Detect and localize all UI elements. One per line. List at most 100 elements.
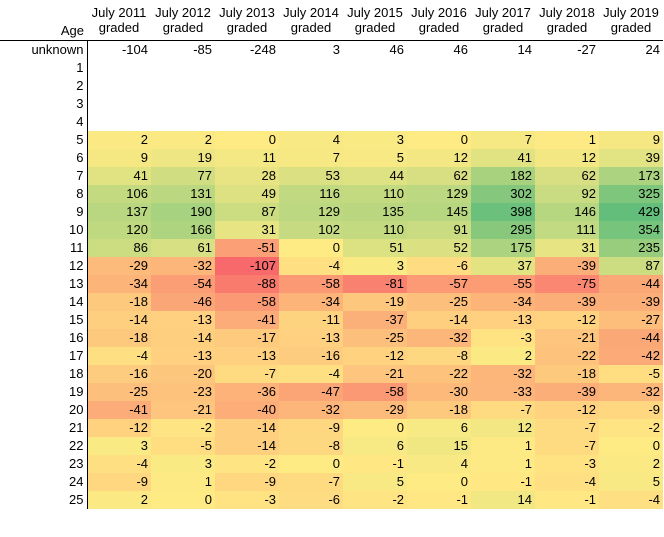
- value-cell[interactable]: [407, 113, 471, 131]
- value-cell[interactable]: 166: [151, 221, 215, 239]
- value-cell[interactable]: -47: [279, 383, 343, 401]
- value-cell[interactable]: -2: [599, 419, 663, 437]
- value-cell[interactable]: -3: [471, 329, 535, 347]
- value-cell[interactable]: 325: [599, 185, 663, 203]
- value-cell[interactable]: [151, 77, 215, 95]
- value-cell[interactable]: 116: [279, 185, 343, 203]
- value-cell[interactable]: 12: [535, 149, 599, 167]
- value-cell[interactable]: -25: [87, 383, 151, 401]
- value-cell[interactable]: -88: [215, 275, 279, 293]
- value-cell[interactable]: 44: [343, 167, 407, 185]
- value-cell[interactable]: 6: [343, 437, 407, 455]
- value-cell[interactable]: -12: [535, 401, 599, 419]
- value-cell[interactable]: -58: [279, 275, 343, 293]
- value-cell[interactable]: 12: [471, 419, 535, 437]
- value-cell[interactable]: -57: [407, 275, 471, 293]
- value-cell[interactable]: -27: [599, 311, 663, 329]
- value-cell[interactable]: 6: [407, 419, 471, 437]
- value-cell[interactable]: [151, 113, 215, 131]
- value-cell[interactable]: 137: [87, 203, 151, 221]
- value-cell[interactable]: 190: [151, 203, 215, 221]
- value-cell[interactable]: [87, 77, 151, 95]
- value-cell[interactable]: [279, 77, 343, 95]
- value-cell[interactable]: [471, 59, 535, 77]
- value-cell[interactable]: -19: [343, 293, 407, 311]
- value-cell[interactable]: 87: [599, 257, 663, 275]
- age-cell[interactable]: 2: [0, 77, 88, 95]
- value-cell[interactable]: [471, 95, 535, 113]
- value-cell[interactable]: 5: [343, 149, 407, 167]
- value-cell[interactable]: 135: [343, 203, 407, 221]
- value-cell[interactable]: 182: [471, 167, 535, 185]
- value-cell[interactable]: -248: [249, 42, 276, 57]
- value-cell[interactable]: [471, 77, 535, 95]
- value-cell[interactable]: -51: [215, 239, 279, 257]
- value-cell[interactable]: -22: [407, 365, 471, 383]
- value-cell[interactable]: [343, 113, 407, 131]
- value-cell[interactable]: 110: [343, 221, 407, 239]
- value-cell[interactable]: -27: [577, 42, 596, 57]
- value-cell[interactable]: 131: [151, 185, 215, 203]
- value-cell[interactable]: -20: [151, 365, 215, 383]
- value-cell[interactable]: -42: [599, 347, 663, 365]
- value-cell[interactable]: -5: [599, 365, 663, 383]
- column-header-2011[interactable]: July 2011 graded: [87, 0, 151, 41]
- value-cell[interactable]: [535, 77, 599, 95]
- value-cell[interactable]: 12: [407, 149, 471, 167]
- column-header-2012[interactable]: July 2012 graded: [151, 0, 215, 41]
- value-cell[interactable]: 0: [279, 455, 343, 473]
- value-cell[interactable]: -104: [121, 42, 148, 57]
- value-cell[interactable]: -4: [535, 473, 599, 491]
- value-cell[interactable]: 0: [215, 131, 279, 149]
- age-cell[interactable]: 5: [0, 131, 88, 149]
- value-cell[interactable]: 14: [517, 42, 532, 57]
- value-cell[interactable]: 146: [535, 203, 599, 221]
- value-cell[interactable]: -7: [471, 401, 535, 419]
- value-cell[interactable]: -34: [471, 293, 535, 311]
- value-cell[interactable]: [599, 113, 663, 131]
- age-cell[interactable]: 4: [0, 113, 88, 131]
- value-cell[interactable]: -18: [407, 401, 471, 419]
- value-cell[interactable]: [407, 95, 471, 113]
- value-cell[interactable]: 3: [332, 42, 340, 57]
- value-cell[interactable]: -1: [535, 491, 599, 509]
- value-cell[interactable]: [343, 59, 407, 77]
- age-cell[interactable]: 13: [0, 275, 88, 293]
- value-cell[interactable]: [599, 95, 663, 113]
- value-cell[interactable]: 2: [599, 455, 663, 473]
- value-cell[interactable]: -13: [151, 347, 215, 365]
- value-cell[interactable]: -22: [535, 347, 599, 365]
- column-header-2015[interactable]: July 2015 graded: [343, 0, 407, 41]
- age-cell[interactable]: 17: [0, 347, 88, 365]
- value-cell[interactable]: -18: [87, 293, 151, 311]
- value-cell[interactable]: -54: [151, 275, 215, 293]
- age-cell[interactable]: 12: [0, 257, 88, 275]
- value-cell[interactable]: -16: [279, 347, 343, 365]
- value-cell[interactable]: 5: [599, 473, 663, 491]
- column-header-2013[interactable]: July 2013 graded: [215, 0, 279, 41]
- age-cell[interactable]: 6: [0, 149, 88, 167]
- value-cell[interactable]: 2: [87, 131, 151, 149]
- value-cell[interactable]: -4: [279, 257, 343, 275]
- value-cell[interactable]: -1: [343, 455, 407, 473]
- value-cell[interactable]: -32: [599, 383, 663, 401]
- value-cell[interactable]: 7: [279, 149, 343, 167]
- value-cell[interactable]: -4: [87, 347, 151, 365]
- age-cell[interactable]: 19: [0, 383, 88, 401]
- value-cell[interactable]: -1: [407, 491, 471, 509]
- value-cell[interactable]: -32: [151, 257, 215, 275]
- value-cell[interactable]: -33: [471, 383, 535, 401]
- value-cell[interactable]: 28: [215, 167, 279, 185]
- value-cell[interactable]: -32: [279, 401, 343, 419]
- value-cell[interactable]: 77: [151, 167, 215, 185]
- value-cell[interactable]: -8: [279, 437, 343, 455]
- value-cell[interactable]: [599, 59, 663, 77]
- value-cell[interactable]: -85: [193, 42, 212, 57]
- value-cell[interactable]: -41: [215, 311, 279, 329]
- value-cell[interactable]: 49: [215, 185, 279, 203]
- value-cell[interactable]: [215, 113, 279, 131]
- value-cell[interactable]: 145: [407, 203, 471, 221]
- value-cell[interactable]: 62: [407, 167, 471, 185]
- value-cell[interactable]: [279, 95, 343, 113]
- value-cell[interactable]: -13: [471, 311, 535, 329]
